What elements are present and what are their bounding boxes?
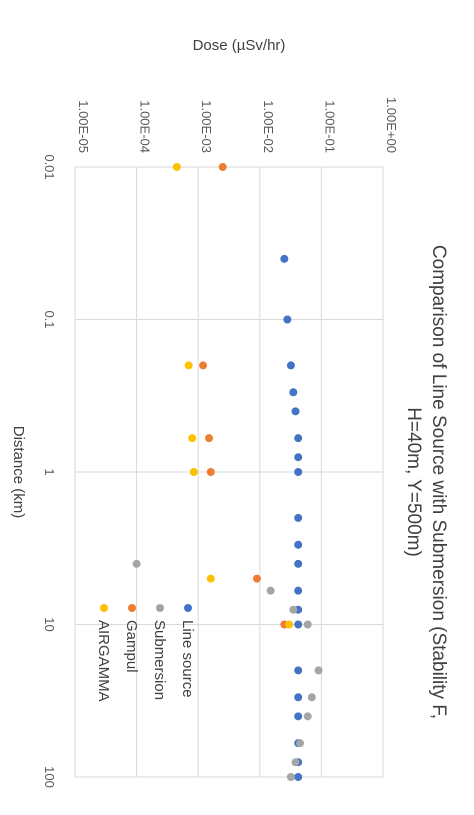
data-point xyxy=(172,163,181,171)
data-point xyxy=(294,693,303,702)
data-point xyxy=(294,620,303,629)
legend-marker xyxy=(128,604,136,612)
data-point xyxy=(294,773,303,781)
data-point xyxy=(294,468,303,476)
legend-marker xyxy=(184,604,192,612)
data-point xyxy=(294,434,303,443)
legend-label: Line source xyxy=(179,620,196,698)
data-point xyxy=(294,453,303,462)
dose-tick-label: 1.00E-05 xyxy=(76,100,91,153)
data-point xyxy=(280,254,289,263)
legend-label: Submersion xyxy=(151,620,168,700)
data-point xyxy=(266,586,275,595)
data-point xyxy=(132,559,141,568)
data-point xyxy=(289,388,298,397)
data-point xyxy=(291,758,300,767)
gridlines xyxy=(74,166,384,778)
data-point xyxy=(206,468,215,476)
data-point xyxy=(286,361,295,370)
series-submersion xyxy=(132,559,323,781)
distance-tick-label: 1 xyxy=(42,468,57,475)
data-point xyxy=(296,739,305,748)
tick-labels: 1.00E-05 1.00E-04 1.00E-03 1.00E-02 1.00E-01… xyxy=(42,97,399,788)
data-point xyxy=(218,163,227,171)
data-point xyxy=(314,666,323,675)
distance-tick-label: 100 xyxy=(42,766,57,788)
data-point xyxy=(291,407,300,416)
data-point xyxy=(289,605,298,614)
dose-tick-label: 1.00E-04 xyxy=(138,100,153,153)
data-point xyxy=(252,574,261,583)
series-gampul xyxy=(199,163,289,629)
data-point xyxy=(205,434,214,443)
legend-label: Gampul xyxy=(123,620,140,673)
dose-tick-label: 1.00E+00 xyxy=(384,97,399,153)
series-airgamma xyxy=(172,163,294,629)
data-point xyxy=(188,434,197,443)
distance-tick-label: 10 xyxy=(42,617,57,631)
series-line-source xyxy=(280,254,303,781)
data-point xyxy=(286,773,295,781)
distance-tick-label: 0.01 xyxy=(42,154,57,179)
chart-title-line-2: H=40m, Y=500m) xyxy=(403,407,424,557)
legend-marker xyxy=(156,604,164,612)
data-point xyxy=(294,513,303,522)
data-point xyxy=(294,540,303,549)
data-point xyxy=(199,361,208,370)
data-point xyxy=(184,361,193,370)
data-point xyxy=(285,620,294,629)
data-point xyxy=(294,559,303,568)
data-point xyxy=(303,712,312,721)
data-point xyxy=(307,693,316,702)
distance-tick-label: 0.1 xyxy=(42,310,57,328)
y-axis-title: Dose (µSv/hr) xyxy=(193,37,286,54)
data-point xyxy=(294,666,303,675)
dose-tick-label: 1.00E-03 xyxy=(199,100,214,153)
dose-tick-label: 1.00E-02 xyxy=(261,100,276,153)
data-points xyxy=(132,163,323,781)
chart-title-line-1: Comparison of Line Source with Submersio… xyxy=(428,245,449,719)
x-axis-title: Distance (km) xyxy=(10,426,27,519)
data-point xyxy=(294,712,303,721)
legend-marker xyxy=(100,604,108,612)
legend-label: AIRGAMMA xyxy=(95,620,112,702)
data-point xyxy=(189,468,198,476)
dose-tick-label: 1.00E-01 xyxy=(322,100,337,153)
data-point xyxy=(206,574,215,583)
data-point xyxy=(283,315,292,324)
data-point xyxy=(294,586,303,595)
data-point xyxy=(303,620,312,629)
legend: Line source Submersion Gampul AIRGAMMA xyxy=(95,604,196,702)
